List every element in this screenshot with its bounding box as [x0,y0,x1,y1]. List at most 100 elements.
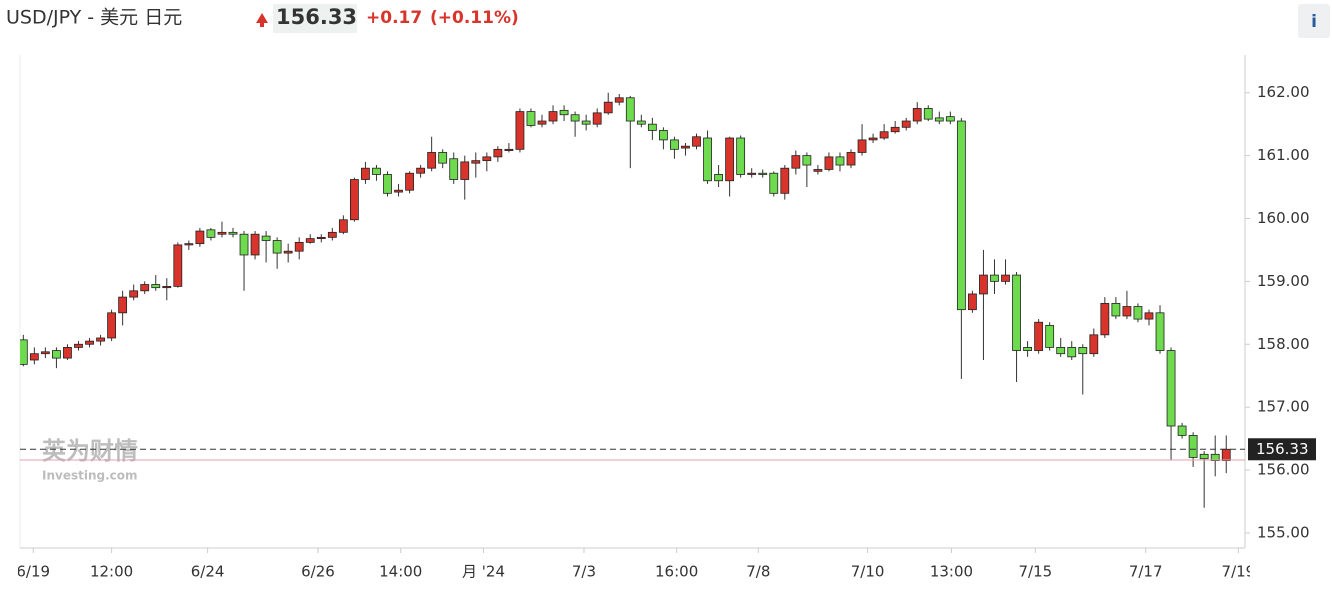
candle-body [217,231,227,235]
candle-body [184,243,194,246]
candle-body [1111,302,1121,317]
candle-body [603,101,613,114]
watermark: Investing.com [42,469,138,483]
candle-body [1166,350,1176,427]
candle-body [559,109,569,116]
candle-body [107,312,116,339]
header-price: 156.33 [276,5,357,29]
x-tick-label: 7/17 [1129,563,1163,581]
candle-body [63,347,72,359]
candle-body [736,137,746,175]
candle-body [372,167,381,175]
candle-body [316,236,326,240]
candle-body [725,137,735,182]
candle-body [85,340,94,345]
candle-body [20,339,28,365]
candle-body [1144,312,1154,320]
candle-body [868,137,878,141]
candle-body [846,152,856,166]
candle-body [758,172,768,175]
candle-body [493,148,503,158]
candle-body [614,97,624,103]
info-button[interactable] [1298,4,1330,38]
candle-body [272,240,282,254]
candle-body [405,172,414,191]
candle-body [769,172,779,194]
candle-body [835,156,845,166]
candle-body [857,139,867,153]
candle-body [879,131,889,139]
candle-body [460,161,470,180]
candle-body [1045,324,1055,348]
y-tick-label: 161.00 [1257,146,1310,164]
candle-body [990,274,999,282]
price-bg [273,4,357,33]
candle-body [1210,453,1220,461]
candle-body [537,120,547,125]
candle-body [780,167,790,194]
candle-body [1056,347,1066,355]
candle-body [636,120,646,125]
chart-title: USD/JPY - 美元 日元 [6,7,182,29]
candle-body [923,108,933,120]
candle-body [625,97,635,122]
candle-body [548,111,558,122]
candle-body [747,172,757,175]
x-tick-label: 7/10 [851,563,885,581]
candle-body [449,158,459,180]
candle-body [1012,274,1021,351]
candle-body [504,148,514,151]
candle-body [305,238,315,243]
candle-body [890,126,900,133]
x-tick-label: 7/15 [1018,563,1052,581]
x-tick-label: 7/3 [572,563,596,581]
candle-body [1067,347,1077,358]
candle-body [791,155,801,169]
candle-body [570,114,580,122]
y-tick-label: 155.00 [1257,523,1310,541]
y-tick-label: 158.00 [1257,335,1310,353]
x-tick-label: 月 '24 [462,563,505,581]
candle-body [956,120,966,311]
candle-body [438,152,448,164]
candle-body [338,219,348,233]
up-arrow [256,13,268,27]
candle-body [1199,453,1209,460]
candle-body [581,120,591,125]
x-tick-label: 6/19 [16,563,50,581]
x-tick-label: 14:00 [379,563,422,581]
candle-body [659,130,668,141]
header-change-pct: (+0.11%) [430,8,519,28]
y-tick-label: 157.00 [1257,398,1310,416]
candle-body [416,167,426,174]
candle-body [96,337,105,342]
candle-body [74,343,83,348]
candle-body [361,167,370,180]
y-tick-label: 159.00 [1257,272,1310,290]
candle-body [239,233,249,256]
candle-body [52,350,61,359]
candle-body [383,174,392,194]
candle-body [526,111,536,126]
candle-body [482,156,492,162]
candle-body [261,235,271,241]
candle-body [29,353,39,361]
candle-body [802,155,812,166]
candle-body [394,189,403,193]
info-icon[interactable]: i [1311,12,1317,32]
last-price-label: 156.33 [1256,440,1309,458]
y-tick-label: 156.00 [1257,461,1310,479]
candle-body [670,139,679,150]
candle-body [1188,435,1198,458]
candle-body [250,233,260,256]
candle-body [714,174,723,182]
candle-body [471,160,481,164]
candle-body [283,250,293,254]
candle-body [294,241,304,252]
y-tick-label: 162.00 [1257,83,1310,101]
candle-body [118,296,128,314]
x-tick-label: 12:00 [90,563,133,581]
candle-body [1177,425,1187,436]
candle-body [945,116,955,122]
